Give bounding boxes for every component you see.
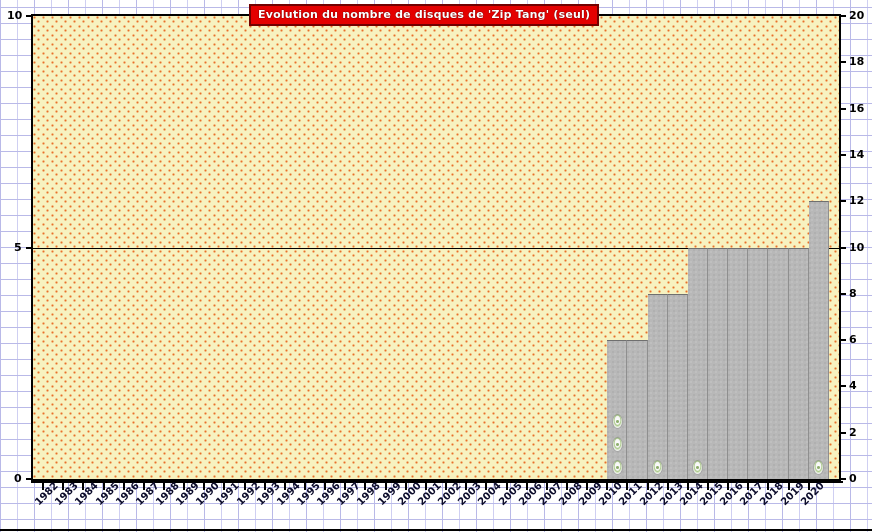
x-tick bbox=[62, 481, 65, 490]
y-label-left: 0 bbox=[14, 472, 22, 485]
area-segment bbox=[607, 340, 628, 479]
x-tick bbox=[465, 481, 468, 490]
chart-title: Evolution du nombre de disques de 'Zip T… bbox=[249, 4, 600, 26]
plot-area bbox=[31, 14, 841, 481]
x-tick bbox=[445, 481, 448, 490]
x-tick bbox=[606, 481, 609, 490]
x-tick bbox=[42, 481, 45, 490]
y-label-left: 10 bbox=[7, 9, 23, 22]
area-segment bbox=[647, 293, 668, 479]
area-segment bbox=[728, 247, 749, 479]
x-tick bbox=[787, 481, 790, 490]
x-tick bbox=[545, 481, 548, 490]
y-tick-right bbox=[839, 107, 846, 110]
y-tick-right bbox=[839, 385, 846, 388]
reference-line-10 bbox=[33, 247, 839, 249]
area-segment bbox=[667, 293, 688, 479]
y-label-right: 6 bbox=[849, 333, 857, 347]
y-label-right: 16 bbox=[849, 101, 865, 115]
area-segment bbox=[708, 247, 729, 479]
y-tick-right bbox=[839, 292, 846, 295]
y-label-right: 4 bbox=[849, 379, 857, 393]
y-label-right: 14 bbox=[849, 147, 865, 161]
x-tick bbox=[243, 481, 246, 490]
y-tick-left bbox=[26, 15, 33, 17]
y-label-right: 10 bbox=[849, 240, 865, 254]
x-tick bbox=[747, 481, 750, 490]
area-segment bbox=[788, 247, 809, 479]
disc-marker-icon bbox=[611, 413, 623, 429]
x-tick bbox=[384, 481, 387, 490]
x-tick bbox=[807, 481, 810, 490]
x-tick bbox=[304, 481, 307, 490]
x-tick bbox=[424, 481, 427, 490]
x-tick bbox=[82, 481, 85, 490]
y-tick-right bbox=[839, 431, 846, 434]
x-tick bbox=[404, 481, 407, 490]
x-tick bbox=[162, 481, 165, 490]
x-tick bbox=[183, 481, 186, 490]
x-tick bbox=[565, 481, 568, 490]
x-tick bbox=[263, 481, 266, 490]
area-segment bbox=[808, 201, 829, 479]
x-tick bbox=[505, 481, 508, 490]
area-segment bbox=[627, 340, 648, 479]
x-tick bbox=[122, 481, 125, 490]
x-tick bbox=[344, 481, 347, 490]
disc-marker-icon bbox=[652, 459, 664, 475]
x-tick bbox=[364, 481, 367, 490]
x-tick bbox=[324, 481, 327, 490]
disc-marker-icon bbox=[611, 459, 623, 475]
disc-marker-icon bbox=[611, 436, 623, 452]
disc-marker-icon bbox=[813, 459, 825, 475]
x-tick bbox=[727, 481, 730, 490]
y-label-left: 5 bbox=[14, 240, 22, 254]
y-label-right: 0 bbox=[849, 472, 857, 485]
x-tick bbox=[767, 481, 770, 490]
disc-marker-icon bbox=[692, 459, 704, 475]
y-label-right: 18 bbox=[849, 55, 865, 69]
x-tick bbox=[102, 481, 105, 490]
y-tick-left bbox=[26, 246, 33, 249]
area-segment bbox=[748, 247, 769, 479]
x-axis-rule bbox=[31, 481, 843, 483]
bottom-border bbox=[0, 529, 872, 531]
x-tick bbox=[203, 481, 206, 490]
x-tick bbox=[666, 481, 669, 490]
y-tick-right bbox=[839, 15, 846, 17]
x-tick bbox=[646, 481, 649, 490]
y-label-right: 20 bbox=[849, 9, 865, 22]
x-tick bbox=[626, 481, 629, 490]
x-tick bbox=[283, 481, 286, 490]
x-tick bbox=[485, 481, 488, 490]
area-segment bbox=[768, 247, 789, 479]
y-tick-right bbox=[839, 478, 846, 480]
y-tick-right bbox=[839, 339, 846, 342]
x-tick bbox=[586, 481, 589, 490]
x-tick bbox=[142, 481, 145, 490]
y-tick-right bbox=[839, 200, 846, 203]
y-tick-right bbox=[839, 153, 846, 156]
x-tick bbox=[525, 481, 528, 490]
y-tick-right bbox=[839, 61, 846, 64]
x-tick bbox=[707, 481, 710, 490]
y-label-right: 2 bbox=[849, 425, 857, 439]
y-label-right: 8 bbox=[849, 286, 857, 300]
y-label-right: 12 bbox=[849, 194, 865, 208]
x-tick bbox=[223, 481, 226, 490]
y-tick-left bbox=[26, 478, 33, 480]
y-tick-right bbox=[839, 246, 846, 249]
area-segment bbox=[687, 247, 709, 479]
x-tick bbox=[686, 481, 689, 490]
